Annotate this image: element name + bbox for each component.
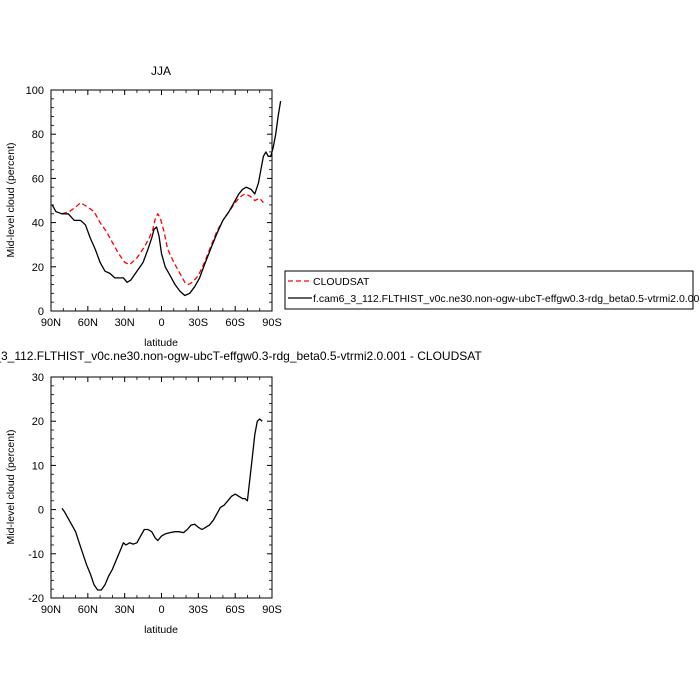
bottom-x-tick-label: 60S (225, 604, 245, 616)
top-y-tick-label: 60 (32, 173, 44, 185)
top-x-tick-label: 90S (262, 317, 282, 329)
bottom-axis-ticks: 90N 60N 30N 0 30S 60S 90S -20 -10 0 10 20 30 (28, 372, 282, 616)
top-series-line-0 (61, 193, 264, 286)
bottom-series-line-0 (61, 418, 263, 591)
top-chart-title: JJA (151, 64, 171, 78)
bottom-y-tick-label: 0 (38, 505, 44, 517)
bottom-x-tick-label: 90N (41, 604, 61, 616)
bottom-y-tick-label: 20 (32, 416, 44, 428)
legend-label-cloudsat: CLOUDSAT (313, 276, 370, 288)
bottom-y-axis-label: Mid-level cloud (percent) (5, 430, 17, 545)
bottom-x-tick-label: 30N (115, 604, 135, 616)
bottom-series-group (61, 418, 263, 591)
legend: CLOUDSAT f.cam6_3_112.FLTHIST_v0c.ne30.n… (284, 270, 700, 310)
top-axis-ticks: 90N 60N 30N 0 30S 60S 90S 0 20 40 60 80 100 (26, 85, 282, 329)
top-x-tick-label: 30S (189, 317, 209, 329)
top-y-axis-label: Mid-level cloud (percent) (5, 143, 17, 258)
top-y-tick-label: 0 (38, 306, 44, 318)
bottom-x-tick-label: 30S (189, 604, 209, 616)
panel-bottom-chart: f.cam6_3_112.FLTHIST_v0c.ne30.non-ogw-ub… (0, 349, 482, 636)
top-y-tick-label: 40 (32, 218, 44, 230)
top-x-tick-label: 60N (78, 317, 98, 329)
bottom-x-tick-label: 90S (262, 604, 282, 616)
top-y-tick-label: 20 (32, 262, 44, 274)
top-series-line-1 (51, 100, 282, 297)
top-x-tick-label: 60S (225, 317, 245, 329)
bottom-x-axis-label: latitude (144, 624, 178, 636)
bottom-x-tick-label: 60N (78, 604, 98, 616)
bottom-y-tick-label: -20 (28, 593, 44, 605)
top-plot-frame (50, 89, 273, 312)
top-x-tick-label: 90N (41, 317, 61, 329)
top-y-tick-label: 100 (26, 85, 44, 97)
panel-top-chart: JJA 90N 60N 30N 0 30S 60S 90S 0 20 40 60 80 100 lati… (5, 64, 282, 349)
bottom-y-tick-label: 10 (32, 460, 44, 472)
bottom-y-tick-label: -10 (28, 549, 44, 561)
bottom-x-tick-label: 0 (158, 604, 164, 616)
top-x-tick-label: 30N (115, 317, 135, 329)
top-x-tick-label: 0 (158, 317, 164, 329)
bottom-y-tick-label: 30 (32, 372, 44, 384)
bottom-plot-frame (50, 376, 273, 599)
top-y-tick-label: 80 (32, 129, 44, 141)
top-x-axis-label: latitude (144, 337, 178, 349)
top-series-group (51, 100, 282, 297)
legend-label-model: f.cam6_3_112.FLTHIST_v0c.ne30.non-ogw-ub… (313, 293, 700, 305)
legend-box (284, 270, 694, 310)
bottom-chart-title: f.cam6_3_112.FLTHIST_v0c.ne30.non-ogw-ub… (0, 349, 482, 363)
